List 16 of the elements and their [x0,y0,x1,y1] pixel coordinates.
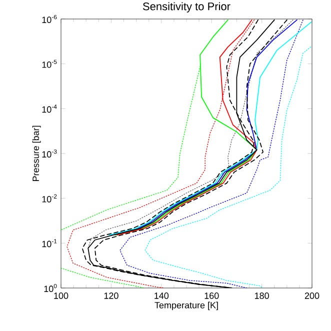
x-tick-label: 100 [54,292,68,299]
x-tick-label: 140 [154,292,169,299]
x-axis-title: Temperature [K] [154,302,218,310]
y-tick-label: 10$^{-3}$ [42,149,57,158]
x-tick-label: 160 [204,292,219,299]
chart-title: Sensitivity to Prior [142,2,230,12]
y-tick-label: 10$^{-5}$ [42,60,57,68]
y-tick-label: 10$^{-2}$ [42,194,57,202]
x-tick-label: 200 [304,292,320,299]
y-tick-label: 10$^{-6}$ [42,14,57,24]
y-tick-label: 10$^{-4}$ [42,104,57,113]
y-tick-label: 10$^{-1}$ [42,239,57,248]
y-axis-title: Pressure [bar] [32,126,41,182]
y-tick-label: 10$^{0}$ [44,284,57,292]
x-tick-label: 180 [254,292,269,299]
x-tick-label: 120 [104,292,118,299]
